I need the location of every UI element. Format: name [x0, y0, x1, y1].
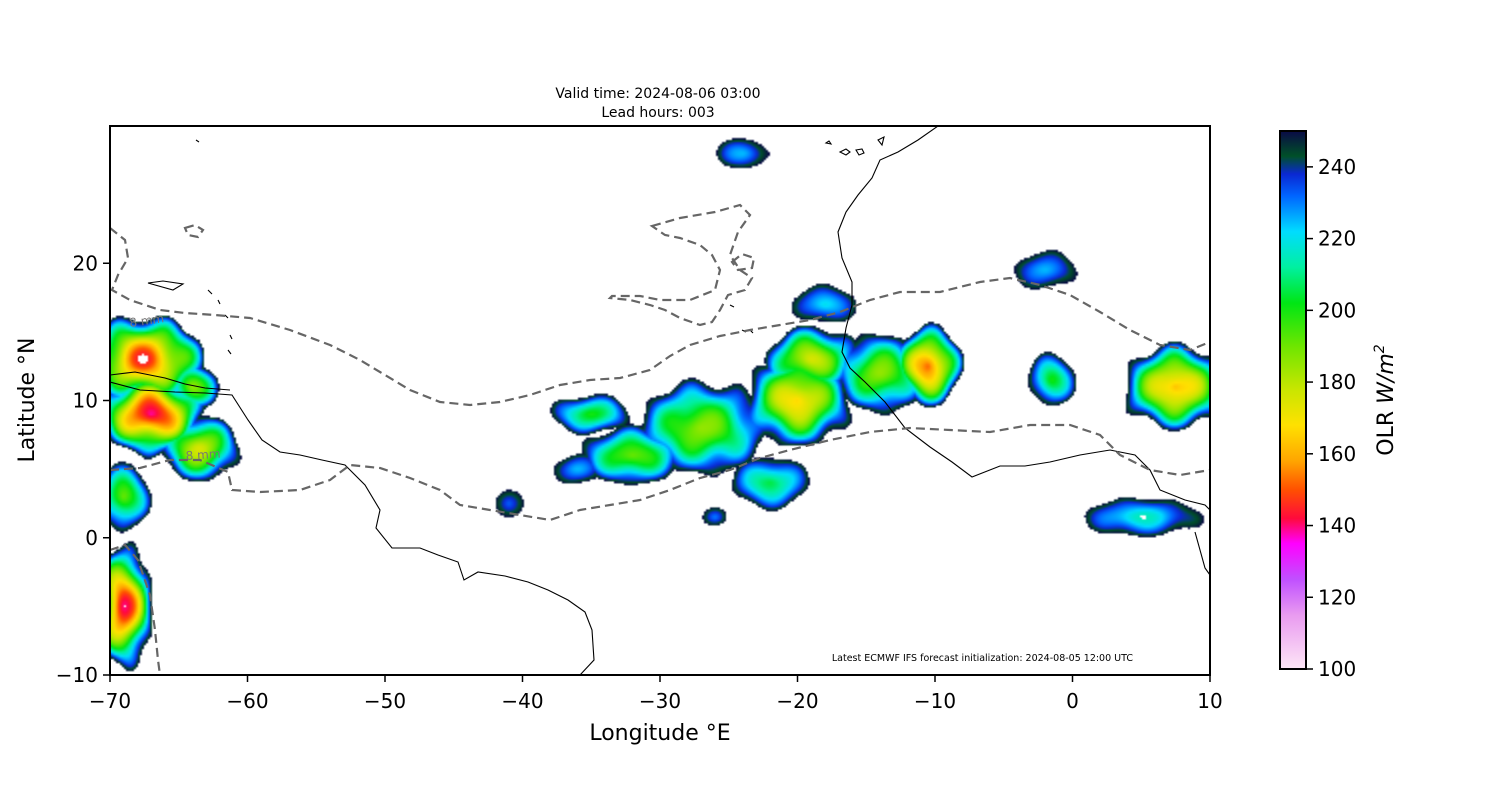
olr-field	[110, 126, 1210, 675]
colorbar: 100 120 140 160 180 200 220 240 OLR W/m2	[1279, 130, 1399, 681]
contour-label-1: 8 mm	[128, 311, 164, 330]
colorbar-tick-label: 200	[1318, 298, 1356, 322]
x-tick-label: −60	[226, 689, 268, 713]
y-axis: −10 0 10 20	[56, 251, 110, 687]
y-tick-label: 0	[85, 526, 98, 550]
precip-contour-south	[110, 423, 1210, 522]
colorbar-tick-label: 120	[1318, 585, 1356, 609]
colorbar-tick-label: 140	[1318, 514, 1356, 538]
x-tick-label: 0	[1066, 689, 1079, 713]
precip-contour-sahara-loop	[607, 203, 754, 327]
contour-label-2: 8 mm	[185, 447, 221, 463]
x-tick-label: −30	[639, 689, 681, 713]
y-tick-label: 20	[73, 251, 98, 275]
x-tick-label: −70	[89, 689, 131, 713]
coastline-central-africa	[1194, 531, 1210, 576]
precip-contour-north	[110, 227, 1210, 407]
coastline-south-america	[110, 381, 595, 675]
colorbar-label-sup: 2	[1372, 344, 1388, 353]
precip-contour-ring-2	[730, 252, 756, 272]
x-tick-label: −10	[914, 689, 956, 713]
x-tick-label: −50	[364, 689, 406, 713]
colorbar-tick-label: 160	[1318, 442, 1356, 466]
map-panel: 8 mm 8 mm Latest ECMWF IFS forecast init…	[109, 125, 1211, 676]
colorbar-tick-label: 240	[1318, 155, 1356, 179]
forecast-init-note: Latest ECMWF IFS forecast initialization…	[832, 653, 1133, 664]
colorbar-gradient	[1280, 131, 1306, 669]
colorbar-label-unit: W/m	[1374, 353, 1399, 404]
colorbar-frame	[1279, 130, 1307, 670]
y-tick-label: −10	[56, 663, 98, 687]
precip-contour-amazon	[110, 543, 162, 675]
colorbar-tick-label: 220	[1318, 227, 1356, 251]
coastline-caribbean-coast	[110, 371, 231, 391]
colorbar-ticks: 100 120 140 160 180 200 220 240	[1306, 155, 1356, 681]
precip-contour-small-ring	[183, 223, 205, 239]
coastline-west-africa	[837, 126, 1210, 511]
colorbar-label-prefix: OLR	[1374, 404, 1399, 456]
x-tick-label: −40	[501, 689, 543, 713]
x-tick-label: 10	[1197, 689, 1222, 713]
chart-title-line-1: Valid time: 2024-08-06 03:00	[555, 86, 760, 102]
chart-title-line-2: Lead hours: 003	[601, 105, 714, 121]
x-axis-label: Longitude °E	[589, 721, 730, 746]
x-tick-label: −20	[776, 689, 818, 713]
coastline-lesser-antilles	[147, 280, 233, 355]
y-axis-label: Latitude °N	[15, 338, 40, 463]
colorbar-label: OLR W/m2	[1372, 344, 1399, 455]
colorbar-tick-label: 180	[1318, 370, 1356, 394]
coastline-islands-canary	[195, 135, 885, 156]
y-tick-label: 10	[73, 389, 98, 413]
x-axis: −70 −60 −50 −40 −30 −20 −10 0 10	[89, 675, 1223, 713]
colorbar-tick-label: 100	[1318, 657, 1356, 681]
precip-contours	[110, 203, 1210, 675]
